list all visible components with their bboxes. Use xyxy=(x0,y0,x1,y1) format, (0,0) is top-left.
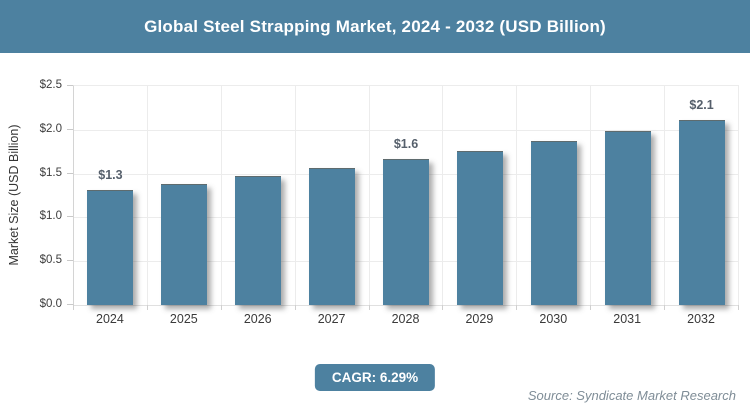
bar-cell xyxy=(591,86,666,305)
x-tick-mark xyxy=(73,304,74,310)
x-tick-mark xyxy=(294,304,296,310)
x-axis-label-2028: 2028 xyxy=(391,312,420,326)
bar-cell xyxy=(222,86,296,305)
y-tick-mark xyxy=(67,128,73,130)
x-axis-label-2029: 2029 xyxy=(465,312,494,326)
x-tick-mark xyxy=(516,304,518,310)
y-tick-mark xyxy=(67,85,73,86)
y-tick-label: $2.5 xyxy=(39,79,62,91)
y-tick-label: $0.0 xyxy=(39,298,62,310)
bar-cell: $1.3 xyxy=(74,86,148,305)
x-axis-label-2032: 2032 xyxy=(687,312,715,326)
title-bar: Global Steel Strapping Market, 2024 - 20… xyxy=(0,0,750,53)
x-axis-label-2031: 2031 xyxy=(613,312,642,326)
y-tick-label: $0.5 xyxy=(39,254,62,267)
x-tick-mark xyxy=(442,304,444,310)
x-tick-mark xyxy=(738,304,739,310)
x-axis-label-2027: 2027 xyxy=(317,312,346,326)
bar-value-label: $1.6 xyxy=(393,137,419,152)
bar-2029 xyxy=(456,150,503,305)
bar-2031 xyxy=(604,130,651,305)
y-tick-mark xyxy=(67,260,73,262)
bar-value-label: $2.1 xyxy=(689,98,714,113)
x-tick-mark xyxy=(368,304,370,310)
x-axis-label-2024: 2024 xyxy=(96,312,124,326)
bar-2025 xyxy=(161,184,208,305)
bar-cell xyxy=(296,86,370,305)
source-note: Source: Syndicate Market Research xyxy=(527,388,736,403)
y-axis-title: Market Size (USD Billion) xyxy=(7,124,21,266)
y-tick-label: $1.0 xyxy=(39,210,62,223)
bar-series: $1.3 $1.6 $2.1 xyxy=(74,86,740,305)
bar-cell xyxy=(443,86,518,305)
bar-cell xyxy=(517,86,592,305)
bar-2032 xyxy=(678,120,725,305)
x-tick-mark xyxy=(664,304,666,310)
bar-cell: $2.1 xyxy=(665,86,740,305)
bar-2028 xyxy=(383,159,429,305)
x-axis-label-2025: 2025 xyxy=(169,312,198,326)
bar-2027 xyxy=(309,168,356,305)
x-axis-label-2026: 2026 xyxy=(243,312,272,326)
x-axis-label-2030: 2030 xyxy=(539,312,568,326)
x-tick-mark xyxy=(220,304,222,310)
bar-cell: $1.6 xyxy=(370,86,444,305)
y-tick-mark xyxy=(67,216,73,218)
y-tick-mark xyxy=(67,172,73,174)
bar-2026 xyxy=(235,176,282,305)
x-tick-mark xyxy=(146,304,148,310)
x-tick-mark xyxy=(590,304,592,310)
gridline xyxy=(74,129,739,131)
y-tick-label: $2.0 xyxy=(39,122,62,135)
plot-area: $1.3 $1.6 $2.1 xyxy=(73,85,740,306)
bar-value-label: $1.3 xyxy=(98,168,123,183)
chart-title: Global Steel Strapping Market, 2024 - 20… xyxy=(144,16,606,36)
y-tick-mark xyxy=(67,304,73,305)
bar-cell xyxy=(148,86,222,305)
x-axis-labels: 2024 2025 2026 2027 2028 2029 2030 2031 2032 xyxy=(73,312,738,326)
bar-2024 xyxy=(87,190,134,305)
bar-2030 xyxy=(530,141,577,305)
y-tick-label: $1.5 xyxy=(39,166,62,179)
cagr-badge: CAGR: 6.29% xyxy=(314,364,436,391)
